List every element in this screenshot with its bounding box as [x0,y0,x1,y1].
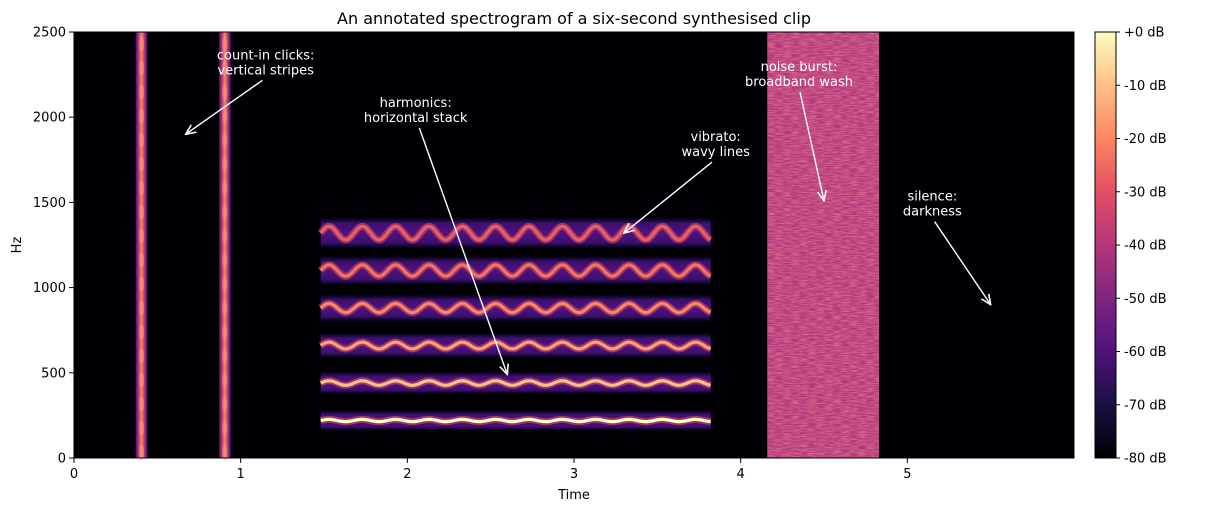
harmonic-line [319,340,712,351]
annotation-arrow [799,92,824,201]
harmonic-line [320,417,711,424]
annotation-label: noise burst: [761,60,838,75]
annotation-arrow [186,79,263,134]
click-stripe-bright-spot [222,276,228,292]
x-axis-label: Time [557,488,590,503]
click-stripe-bright-spot [138,36,145,52]
click-stripe-bright-spot [222,252,228,268]
x-tick-label: 1 [237,467,245,482]
click-stripe [219,32,231,458]
y-tick-label: 0 [58,452,66,467]
click-stripe-bright-spot [222,372,228,388]
click-stripe-bright-spot [138,156,145,172]
annotation-arrow [624,161,713,233]
annotation-label: wavy lines [681,145,750,160]
click-stripe-bright-spot [138,108,145,124]
click-stripe-bright-spot [222,180,228,196]
y-tick-label: 1500 [33,196,66,211]
x-tick-label: 2 [403,467,411,482]
click-stripe-bright-spot [222,156,228,172]
plot-area [74,32,1074,460]
click-stripe-bright-spot [222,108,228,124]
click-stripe-bright-spot [138,420,145,436]
annotation-label: darkness [903,205,962,220]
colorbar-tick-label: -10 dB [1124,79,1167,94]
colorbar-tick-label: -60 dB [1124,345,1167,360]
colorbar-tick-label: -50 dB [1124,292,1167,307]
click-stripe-bright-spot [222,36,228,52]
harmonic-line [319,301,712,315]
annotation-label: horizontal stack [364,111,468,126]
colorbar-tick-label: -40 dB [1124,239,1167,254]
x-tick-label: 0 [70,467,78,482]
colorbar-tick-label: -20 dB [1124,132,1167,147]
click-stripe-bright-spot [138,276,145,292]
annotation-label: vertical stripes [217,63,314,78]
click-stripe-bright-spot [222,132,228,148]
click-stripe-bright-spot [138,84,145,100]
colorbar-tick-label: +0 dB [1124,26,1164,41]
click-stripe-bright-spot [222,420,228,436]
chart-title: An annotated spectrogram of a six-second… [337,9,811,28]
click-stripe [135,32,148,458]
click-stripe-bright-spot [138,60,145,76]
annotation-label: harmonics: [380,96,452,111]
click-stripe-bright-spot [222,204,228,220]
click-stripe-bright-spot [138,324,145,340]
click-stripe-bright-spot [222,324,228,340]
click-stripe-bright-spot [138,372,145,388]
x-tick-label: 3 [570,467,578,482]
harmonic-line [319,224,712,242]
x-tick-label: 4 [737,467,745,482]
y-axis-label: Hz [10,237,25,254]
click-stripe-bright-spot [138,204,145,220]
axes: 0 1 2 3 4 5 0 500 1000 1500 2000 2500 [33,26,1075,482]
annotation-arrow [934,221,991,305]
click-stripe-bright-spot [222,396,228,412]
y-tick-label: 2000 [33,111,66,126]
click-stripe-bright-spot [138,396,145,412]
y-tick-label: 500 [41,366,66,381]
click-stripe-bright-spot [138,300,145,316]
colorbar-tick-label: -70 dB [1124,398,1167,413]
click-stripe-bright-spot [138,180,145,196]
click-stripe-bright-spot [138,132,145,148]
harmonic-line [320,379,712,387]
click-stripe-bright-spot [138,444,145,460]
click-stripe-bright-spot [222,348,228,364]
click-stripe-bright-spot [222,444,228,460]
y-tick-label: 1000 [33,281,66,296]
click-stripe-bright-spot [222,300,228,316]
noise-burst-texture [767,32,879,458]
click-stripe-bright-spot [222,84,228,100]
annotation-label: vibrato: [691,130,741,145]
colorbar-gradient [1095,32,1116,458]
x-tick-label: 5 [903,467,911,482]
click-stripe-bright-spot [222,60,228,76]
y-tick-label: 2500 [33,26,66,41]
colorbar: +0 dB -10 dB -20 dB -30 dB -40 dB -50 dB -60 d… [1094,26,1167,467]
click-stripe-bright-spot [138,228,145,244]
click-stripe-bright-spot [138,348,145,364]
annotation-label: silence: [907,190,957,205]
colorbar-tick-label: -80 dB [1124,452,1167,467]
harmonic-line [319,263,712,278]
click-stripe-bright-spot [138,252,145,268]
click-stripe-bright-spot [222,228,228,244]
annotation-arrow [418,127,507,375]
colorbar-tick-label: -30 dB [1124,185,1167,200]
annotations: count-in clicks:vertical stripes harmonic… [186,48,991,374]
annotation-label: count-in clicks: [217,48,315,63]
annotation-label: broadband wash [745,75,853,90]
